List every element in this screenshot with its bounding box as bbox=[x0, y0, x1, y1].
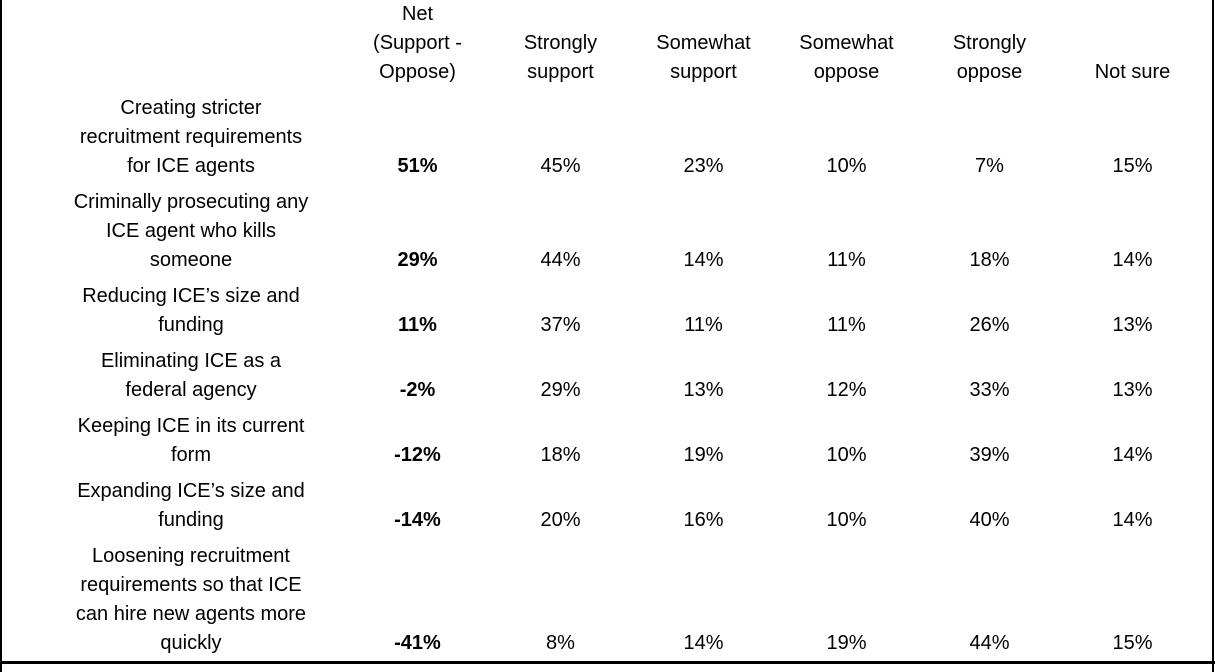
net-value: -12% bbox=[394, 444, 441, 466]
cell-value: 18% bbox=[969, 249, 1010, 271]
cell-value: 44% bbox=[540, 249, 581, 271]
header-row: Net (Support - Oppose) Strongly support … bbox=[36, 0, 1204, 87]
cell-value: 14% bbox=[1112, 509, 1153, 531]
net-value: -41% bbox=[394, 632, 441, 654]
cell-value: 29% bbox=[540, 379, 581, 401]
row-label: Expanding ICE’s size and funding bbox=[77, 480, 305, 531]
poll-results-table: Net (Support - Oppose) Strongly support … bbox=[36, 0, 1204, 658]
column-header-not-sure: Not sure bbox=[1094, 61, 1171, 83]
table-row: Criminally prosecuting any ICE agent who… bbox=[36, 181, 1204, 275]
column-header-net: Net (Support - Oppose) bbox=[373, 3, 462, 83]
cell-value: 13% bbox=[1112, 379, 1153, 401]
cell-value: 11% bbox=[827, 314, 866, 336]
column-header-strongly-oppose: Strongly oppose bbox=[952, 32, 1027, 83]
bottom-rule-line bbox=[0, 661, 1215, 664]
cell-value: 14% bbox=[683, 249, 724, 271]
row-label: Creating stricter recruitment requiremen… bbox=[79, 97, 303, 177]
row-label: Reducing ICE’s size and funding bbox=[82, 285, 300, 336]
cell-value: 7% bbox=[975, 155, 1004, 177]
cell-value: 33% bbox=[969, 379, 1010, 401]
cell-value: 15% bbox=[1112, 632, 1153, 654]
row-label: Eliminating ICE as a federal agency bbox=[100, 350, 282, 401]
net-value: 29% bbox=[397, 249, 438, 271]
cell-value: 14% bbox=[683, 632, 724, 654]
cell-value: 10% bbox=[826, 444, 867, 466]
row-label: Keeping ICE in its current form bbox=[77, 415, 305, 466]
cell-value: 8% bbox=[546, 632, 575, 654]
cell-value: 26% bbox=[969, 314, 1010, 336]
cell-value: 44% bbox=[969, 632, 1010, 654]
cell-value: 14% bbox=[1112, 444, 1153, 466]
right-border-line bbox=[1212, 0, 1214, 672]
cell-value: 12% bbox=[826, 379, 867, 401]
column-header-strongly-support: Strongly support bbox=[523, 32, 598, 83]
column-header-somewhat-oppose: Somewhat oppose bbox=[799, 32, 894, 83]
cell-value: 20% bbox=[540, 509, 581, 531]
row-label-header bbox=[36, 0, 346, 87]
net-value: 11% bbox=[398, 314, 437, 336]
table-row: Keeping ICE in its current form -12% 18%… bbox=[36, 405, 1204, 470]
cell-value: 14% bbox=[1112, 249, 1153, 271]
cell-value: 11% bbox=[684, 314, 723, 336]
table-row: Reducing ICE’s size and funding 11% 37% … bbox=[36, 275, 1204, 340]
cell-value: 10% bbox=[826, 155, 867, 177]
table-row: Loosening recruitment requirements so th… bbox=[36, 535, 1204, 658]
cell-value: 10% bbox=[826, 509, 867, 531]
row-label: Criminally prosecuting any ICE agent who… bbox=[73, 191, 309, 271]
cell-value: 18% bbox=[540, 444, 581, 466]
column-header-somewhat-support: Somewhat support bbox=[656, 32, 751, 83]
cell-value: 11% bbox=[827, 249, 866, 271]
cell-value: 19% bbox=[826, 632, 867, 654]
cell-value: 37% bbox=[540, 314, 581, 336]
cell-value: 40% bbox=[969, 509, 1010, 531]
net-value: 51% bbox=[397, 155, 438, 177]
net-value: -14% bbox=[394, 509, 441, 531]
table-row: Creating stricter recruitment requiremen… bbox=[36, 87, 1204, 181]
cell-value: 13% bbox=[1112, 314, 1153, 336]
net-value: -2% bbox=[399, 379, 436, 401]
cell-value: 39% bbox=[969, 444, 1010, 466]
cell-value: 16% bbox=[683, 509, 724, 531]
cell-value: 13% bbox=[683, 379, 724, 401]
left-border-line bbox=[0, 0, 2, 672]
table-row: Expanding ICE’s size and funding -14% 20… bbox=[36, 470, 1204, 535]
table-row: Eliminating ICE as a federal agency -2% … bbox=[36, 340, 1204, 405]
cell-value: 19% bbox=[683, 444, 724, 466]
cell-value: 23% bbox=[683, 155, 724, 177]
row-label: Loosening recruitment requirements so th… bbox=[75, 545, 307, 654]
cell-value: 15% bbox=[1112, 155, 1153, 177]
cell-value: 45% bbox=[540, 155, 581, 177]
